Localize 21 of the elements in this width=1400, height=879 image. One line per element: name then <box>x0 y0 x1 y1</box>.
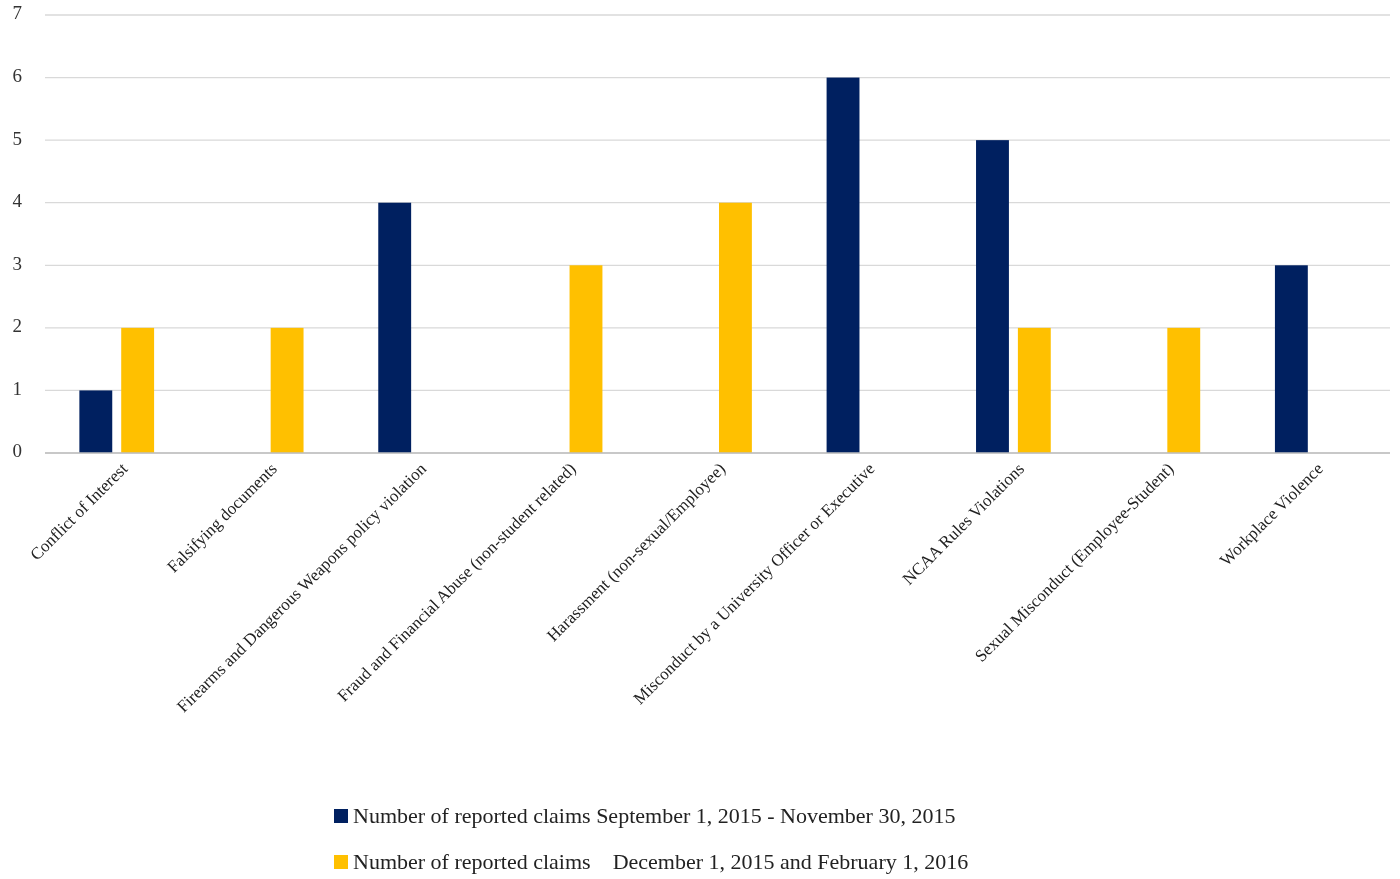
bar <box>826 77 860 453</box>
y-tick-label: 0 <box>12 440 22 462</box>
bar <box>569 265 603 453</box>
legend-label: Number of reported claims December 1, 2015 and February 1, 2016 <box>353 849 969 875</box>
y-tick-label: 6 <box>12 64 22 86</box>
bar <box>270 327 304 453</box>
y-tick-label: 7 <box>12 2 22 24</box>
y-tick-label: 3 <box>12 252 22 274</box>
bar <box>718 202 752 453</box>
y-tick-label: 4 <box>12 190 23 212</box>
y-tick-label: 5 <box>12 127 22 149</box>
y-tick-label: 2 <box>12 315 22 337</box>
bar <box>121 327 155 453</box>
bar <box>976 140 1009 453</box>
y-tick-label: 1 <box>12 377 22 399</box>
bar <box>378 202 412 453</box>
bar <box>79 390 113 453</box>
bar <box>1274 265 1308 453</box>
bar <box>1017 327 1051 453</box>
legend-label: Number of reported claims September 1, 2015 - November 30, 2015 <box>353 803 956 829</box>
bar <box>1167 327 1201 453</box>
